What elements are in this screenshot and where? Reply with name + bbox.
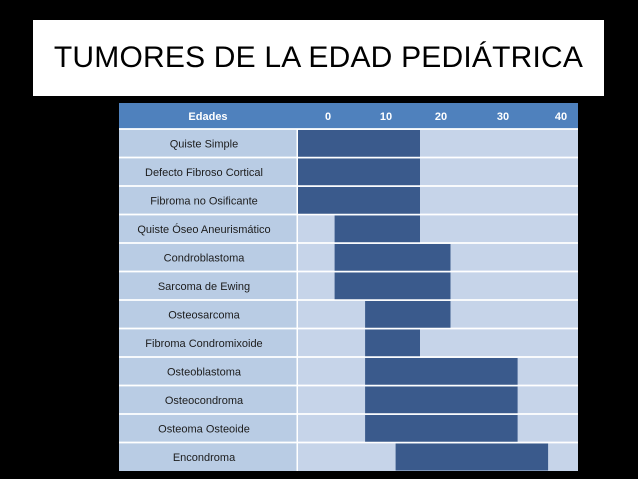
age-range-bar: [298, 130, 420, 157]
category-label: Sarcoma de Ewing: [158, 281, 250, 293]
category-label: Fibroma Condromixoide: [145, 338, 262, 350]
age-range-bar: [395, 443, 549, 471]
age-range-bar: [365, 386, 518, 414]
row-label-cell: [119, 186, 297, 215]
row-label-cell: [119, 414, 297, 443]
category-label: Defecto Fibroso Cortical: [145, 167, 263, 179]
header-label-edades: Edades: [188, 111, 227, 123]
row-label-cell: [119, 328, 297, 357]
title-box: TUMORES DE LA EDAD PEDIÁTRICA: [33, 20, 604, 96]
category-label: Quiste Simple: [170, 138, 238, 150]
row-label-cell: [119, 129, 297, 158]
age-range-bar: [365, 329, 420, 357]
age-range-bar: [334, 244, 451, 271]
x-tick-label: 20: [435, 111, 447, 123]
category-label: Osteosarcoma: [168, 309, 240, 321]
x-tick-label: 0: [325, 111, 331, 123]
category-label: Fibroma no Osificante: [150, 195, 258, 207]
row-label-cell: [119, 442, 297, 471]
category-label: Osteoma Osteoide: [158, 423, 250, 435]
page-title: TUMORES DE LA EDAD PEDIÁTRICA: [53, 41, 584, 74]
row-label-cell: [119, 157, 297, 186]
x-tick-label: 40: [555, 111, 567, 123]
age-range-bar: [334, 272, 451, 300]
row-label-cell: [119, 385, 297, 414]
age-range-bar: [365, 301, 451, 328]
x-tick-label: 30: [497, 111, 509, 123]
row-label-cell: [119, 214, 297, 243]
category-label: Osteoblastoma: [167, 366, 242, 378]
age-range-bar: [334, 215, 420, 243]
category-label: Encondroma: [173, 452, 236, 464]
row-plot-cell: [298, 328, 578, 357]
age-range-bar: [298, 187, 420, 214]
row-label-cell: [119, 300, 297, 329]
row-label-cell: [119, 357, 297, 386]
row-label-cell: [119, 243, 297, 272]
chart-header: [119, 103, 578, 129]
category-label: Condroblastoma: [164, 252, 246, 264]
x-tick-label: 10: [380, 111, 392, 123]
age-range-bar: [365, 415, 518, 442]
category-label: Quiste Óseo Aneurismático: [137, 223, 270, 236]
age-range-bar: [365, 358, 518, 385]
category-label: Osteocondroma: [165, 395, 244, 407]
age-range-bar: [298, 158, 420, 186]
row-label-cell: [119, 271, 297, 300]
